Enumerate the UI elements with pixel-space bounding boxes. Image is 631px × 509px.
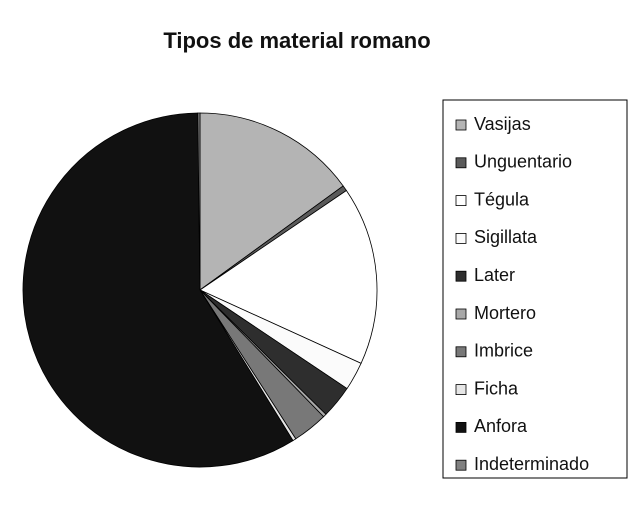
legend-swatch: [455, 232, 467, 244]
legend-label: Tégula: [474, 189, 530, 209]
legend-swatch: [455, 195, 467, 207]
pie-slice: [197, 112, 201, 291]
legend-box: [442, 99, 628, 479]
legend-label: Unguentario: [474, 152, 572, 172]
legend-swatch: [455, 119, 467, 131]
legend-label: Indeterminado: [474, 454, 589, 474]
chart-title: Tipos de material romano: [163, 28, 430, 53]
legend-swatch: [455, 384, 467, 396]
legend-label: Sigillata: [474, 227, 538, 247]
legend-label: Ficha: [474, 378, 519, 398]
legend-swatch: [455, 308, 467, 320]
legend-swatch: [455, 421, 467, 433]
legend-label: Mortero: [474, 303, 536, 323]
legend-label: Anfora: [474, 416, 528, 436]
pie-slice: [199, 189, 378, 364]
legend-label: Later: [474, 265, 515, 285]
legend-label: Vasijas: [474, 114, 531, 134]
legend-swatch: [455, 459, 467, 471]
legend-swatch: [455, 157, 467, 169]
legend-swatch: [455, 346, 467, 358]
pie-slice: [199, 112, 344, 291]
pie-slice: [22, 112, 294, 468]
legend-swatch: [455, 270, 467, 282]
legend-label: Imbrice: [474, 341, 533, 361]
